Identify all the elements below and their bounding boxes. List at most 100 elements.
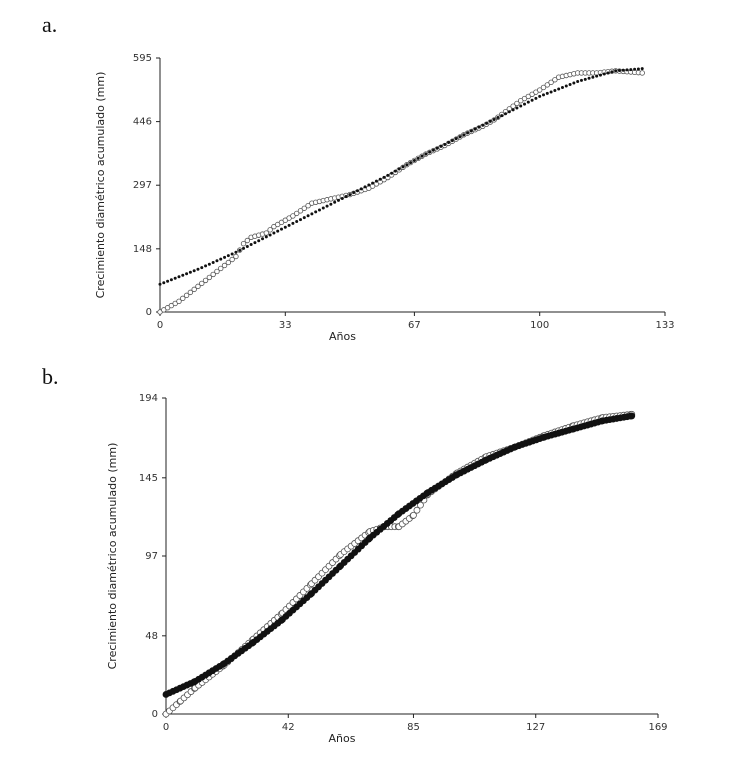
chart-a-point <box>544 82 550 88</box>
chart-a-point <box>416 156 420 160</box>
chart-a-y-tick-label: 595 <box>133 53 152 64</box>
chart-a-point <box>473 127 477 131</box>
chart-a-point <box>587 76 591 80</box>
chart-a-point <box>602 72 606 76</box>
chart-b-point <box>410 511 417 519</box>
chart-a-point <box>268 233 272 237</box>
chart-a-point <box>287 223 291 227</box>
chart-b-point <box>413 506 421 514</box>
chart-a-point <box>191 286 197 293</box>
chart-a-point <box>552 77 558 83</box>
chart-a-x-tick-label: 100 <box>530 320 549 331</box>
chart-a-point <box>355 189 359 193</box>
chart-a-point <box>492 117 496 121</box>
chart-a-point <box>534 96 538 100</box>
chart-a-point <box>238 248 242 252</box>
chart-b-x-tick-label: 42 <box>282 722 295 733</box>
chart-a-point <box>500 114 504 118</box>
chart-a-point <box>321 206 325 210</box>
chart-a-y-tick-label: 0 <box>146 307 152 318</box>
chart-a-y-tick-label: 446 <box>133 117 152 128</box>
chart-a-point <box>526 100 530 104</box>
chart-a-point <box>229 256 235 263</box>
chart-a-point <box>210 271 216 278</box>
chart-a-point <box>439 144 443 148</box>
chart-a-point <box>595 74 599 78</box>
chart-a-point <box>290 213 296 219</box>
chart-a-point <box>245 244 249 248</box>
chart-a-point <box>348 193 352 197</box>
chart-a-point <box>317 208 321 212</box>
chart-a-point <box>412 158 416 162</box>
chart-a-x-tick-label: 133 <box>655 320 674 331</box>
chart-a-point <box>314 210 318 214</box>
chart-b-x-tick-label: 169 <box>648 722 667 733</box>
chart-a-point <box>234 250 238 254</box>
chart-a-point <box>420 154 424 158</box>
chart-a-point <box>424 152 428 156</box>
chart-a-point <box>469 129 473 133</box>
chart-a-point <box>629 68 633 72</box>
chart-a-point <box>200 266 204 270</box>
chart-a-point <box>169 278 173 282</box>
chart-a-point <box>183 292 190 299</box>
chart-a-point <box>276 229 280 233</box>
chart-a-point <box>185 272 189 276</box>
chart-a-point <box>363 185 367 189</box>
chart-a-point <box>223 255 227 259</box>
chart-a-point <box>553 88 557 92</box>
chart-a-point <box>390 171 394 175</box>
chart-a-series-observed <box>157 68 645 315</box>
chart-a-point <box>310 212 314 216</box>
chart-a-point <box>280 227 284 231</box>
chart-a-point <box>633 67 637 71</box>
chart-a-point <box>240 240 247 247</box>
chart-a-point <box>583 77 587 81</box>
chart-a-point <box>576 79 580 83</box>
chart-a-point <box>291 221 295 225</box>
chart-a-y-tick-label: 148 <box>133 244 152 255</box>
chart-a-point <box>196 267 200 271</box>
chart-a-point <box>199 280 205 287</box>
chart-a-x-tick-label: 67 <box>408 320 421 331</box>
chart-a-point <box>540 84 547 91</box>
chart-a-point <box>226 254 230 258</box>
chart-b-y-tick-label: 194 <box>139 393 158 404</box>
chart-a-point <box>204 264 208 268</box>
chart-a-point <box>298 218 302 222</box>
chart-a-point <box>378 177 382 181</box>
chart-a-point <box>614 69 618 73</box>
chart-a-point <box>431 148 435 152</box>
chart-a-point <box>572 81 576 85</box>
panel-label-a: a. <box>42 12 58 37</box>
chart-b: 0 42 85 127 169 0 48 97 145 194 Años Crecimiento di… <box>106 393 668 745</box>
chart-a-point <box>264 235 268 239</box>
chart-a-point <box>253 241 257 245</box>
chart-a-point <box>435 146 439 150</box>
chart-a-point <box>443 142 447 146</box>
chart-a-point <box>458 135 462 139</box>
chart-a-y-tick-label: 297 <box>133 180 152 191</box>
chart-a-point <box>352 191 356 195</box>
chart-a-point <box>173 276 177 280</box>
chart-b-y-axis-title: Crecimiento diamétrico acumulado (mm) <box>106 443 119 670</box>
chart-b-x-axis-title: Años <box>329 732 356 745</box>
chart-a-point <box>215 259 219 263</box>
chart-a-point <box>336 198 340 202</box>
chart-a-point <box>340 196 344 200</box>
chart-a-series-fitted <box>158 67 644 286</box>
chart-a-point <box>221 262 228 269</box>
panel-label-b: b. <box>42 364 59 389</box>
chart-b-y-tick-label: 97 <box>145 551 158 562</box>
chart-a-point <box>462 133 466 137</box>
chart-a-point <box>333 200 337 204</box>
chart-a-point <box>515 106 519 110</box>
chart-a-point <box>176 298 182 305</box>
chart-b-point <box>628 412 636 420</box>
chart-a-point <box>606 71 610 75</box>
chart-a-point <box>393 169 397 173</box>
chart-a-x-tick-label: 33 <box>279 320 292 331</box>
chart-a-point <box>263 230 270 236</box>
chart-a-point <box>447 141 451 145</box>
chart-a-point <box>283 225 287 229</box>
